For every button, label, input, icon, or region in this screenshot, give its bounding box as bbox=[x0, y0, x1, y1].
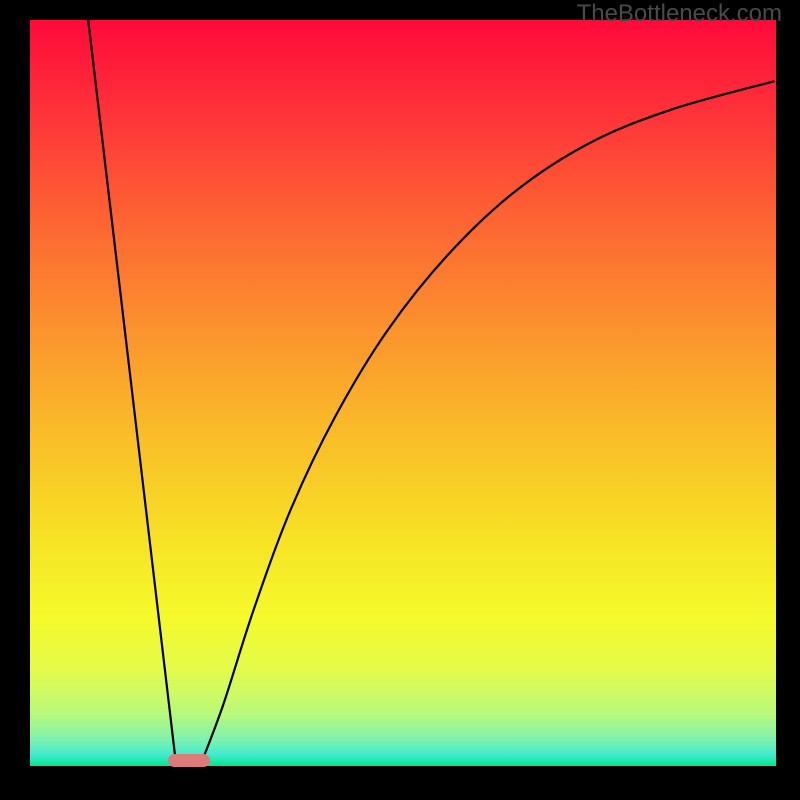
descending-line bbox=[88, 20, 175, 759]
ascending-curve bbox=[203, 81, 774, 758]
watermark-text: TheBottleneck.com bbox=[577, 0, 782, 28]
chart-container: TheBottleneck.com bbox=[0, 0, 800, 800]
curve-overlay bbox=[0, 0, 800, 800]
bottom-marker bbox=[168, 754, 210, 767]
